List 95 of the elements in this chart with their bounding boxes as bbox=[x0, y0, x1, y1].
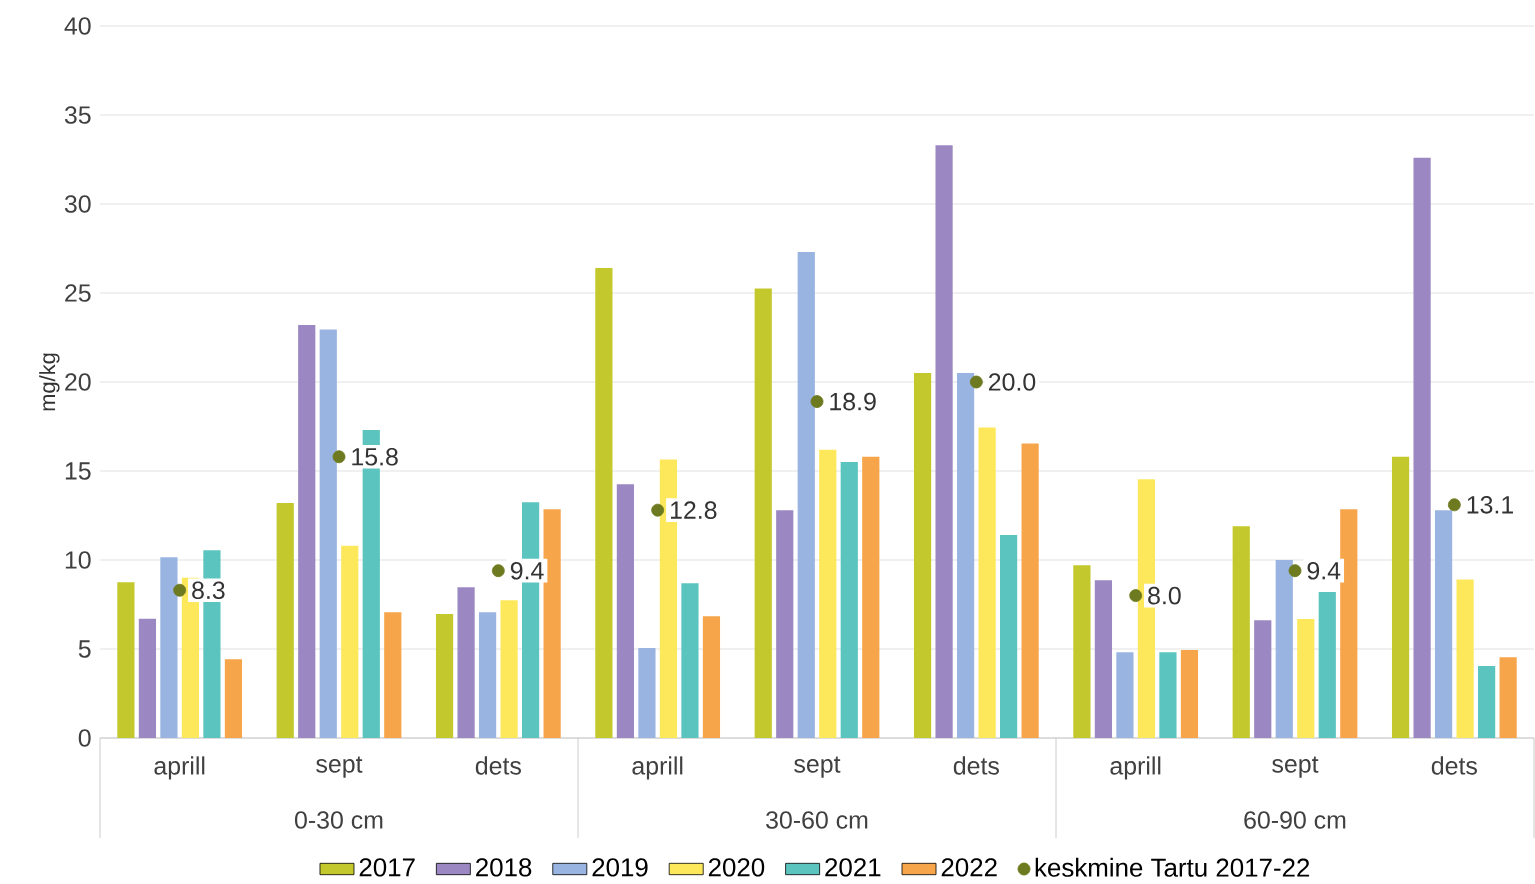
y-tick-label: 20 bbox=[65, 373, 91, 391]
bar bbox=[1116, 652, 1134, 738]
x-tick-label: aprill bbox=[154, 756, 205, 780]
bar bbox=[754, 288, 772, 738]
bar bbox=[500, 600, 518, 738]
bar bbox=[702, 616, 721, 738]
bar bbox=[1094, 580, 1113, 738]
bar bbox=[1254, 620, 1272, 738]
bar bbox=[1159, 652, 1177, 738]
data-label: 12.8 bbox=[670, 501, 717, 519]
x-tick-label: dets bbox=[1431, 756, 1477, 775]
bar bbox=[1499, 657, 1517, 738]
bar bbox=[1340, 509, 1358, 738]
bar bbox=[1021, 443, 1039, 738]
bar bbox=[1434, 510, 1453, 738]
text: 0-30 cm bbox=[294, 811, 383, 829]
data-label: 15.8 bbox=[352, 447, 398, 466]
legend-label: 2022 bbox=[941, 858, 997, 877]
bar bbox=[341, 545, 359, 738]
data-label: 20.0 bbox=[988, 373, 1036, 391]
text: 30-60 cm bbox=[766, 811, 868, 829]
bar bbox=[595, 268, 613, 738]
legend-label: 2021 bbox=[825, 858, 881, 877]
x-tick-label: aprill bbox=[632, 756, 683, 780]
y-tick-label: 0 bbox=[78, 729, 91, 747]
bar bbox=[638, 648, 656, 738]
legend-label: 2020 bbox=[708, 858, 765, 877]
x-tick-label: dets bbox=[475, 756, 521, 775]
bar bbox=[1180, 650, 1199, 738]
bar bbox=[319, 329, 337, 738]
bar bbox=[276, 503, 294, 738]
y-tick-label: 10 bbox=[65, 551, 91, 569]
x-tick-label: dets bbox=[953, 756, 999, 775]
data-label: 9.4 bbox=[510, 561, 544, 580]
point bbox=[173, 583, 187, 597]
bar bbox=[1232, 526, 1250, 738]
legend-label: 2019 bbox=[592, 858, 648, 877]
legend-label: 2018 bbox=[476, 858, 532, 877]
bar bbox=[1413, 157, 1431, 738]
y-axis-title: mg/kg bbox=[39, 353, 60, 411]
bar bbox=[616, 484, 635, 738]
y-tick-label: 25 bbox=[65, 284, 91, 302]
point bbox=[810, 395, 824, 408]
bar bbox=[840, 462, 858, 738]
bar bbox=[913, 373, 932, 738]
bar bbox=[384, 612, 402, 738]
y-tick-label: 35 bbox=[64, 106, 91, 124]
data-label: 8.3 bbox=[192, 581, 225, 600]
text: 60-90 cm bbox=[1244, 811, 1346, 829]
bar bbox=[862, 456, 880, 738]
bar bbox=[457, 587, 475, 738]
legend-label: keskmine Tartu 2017-22 bbox=[1035, 857, 1310, 877]
data-label: 13.1 bbox=[1467, 496, 1513, 514]
bar bbox=[1391, 456, 1410, 738]
point bbox=[969, 375, 983, 389]
bar bbox=[1000, 535, 1018, 738]
bar bbox=[956, 373, 975, 738]
legend-label: 2017 bbox=[359, 858, 415, 877]
x-tick-label: aprill bbox=[1110, 756, 1161, 780]
bar bbox=[543, 509, 561, 738]
x-tick-label: sept bbox=[794, 756, 841, 778]
y-tick-label: 5 bbox=[78, 640, 91, 658]
y-tick-label: 30 bbox=[64, 195, 91, 213]
y-tick-label: 40 bbox=[64, 17, 91, 35]
bar bbox=[1456, 579, 1474, 738]
bar bbox=[776, 510, 794, 738]
bar bbox=[1073, 565, 1091, 738]
bar bbox=[797, 252, 815, 738]
bar bbox=[117, 582, 135, 738]
bar bbox=[1297, 619, 1315, 738]
bar bbox=[1318, 592, 1336, 738]
bar bbox=[224, 659, 243, 738]
bar bbox=[435, 614, 454, 738]
bar bbox=[1275, 560, 1293, 738]
y-tick-label: 15 bbox=[65, 462, 91, 480]
bar bbox=[298, 325, 316, 738]
bar bbox=[160, 557, 178, 738]
x-tick-label: sept bbox=[316, 756, 363, 778]
point bbox=[332, 450, 346, 464]
bar bbox=[935, 145, 953, 738]
bar bbox=[1478, 666, 1496, 738]
data-label: 9.4 bbox=[1307, 561, 1341, 580]
data-label: 18.9 bbox=[830, 392, 876, 411]
point bbox=[491, 564, 505, 578]
point bbox=[1288, 564, 1302, 578]
bar bbox=[478, 612, 497, 738]
bar bbox=[819, 449, 837, 738]
bar bbox=[978, 427, 996, 738]
x-tick-label: sept bbox=[1272, 756, 1319, 778]
data-label: 8.0 bbox=[1148, 586, 1181, 605]
point bbox=[651, 503, 665, 517]
bar bbox=[138, 618, 157, 738]
point bbox=[1447, 498, 1461, 512]
point bbox=[1129, 589, 1143, 602]
bar bbox=[681, 583, 699, 738]
